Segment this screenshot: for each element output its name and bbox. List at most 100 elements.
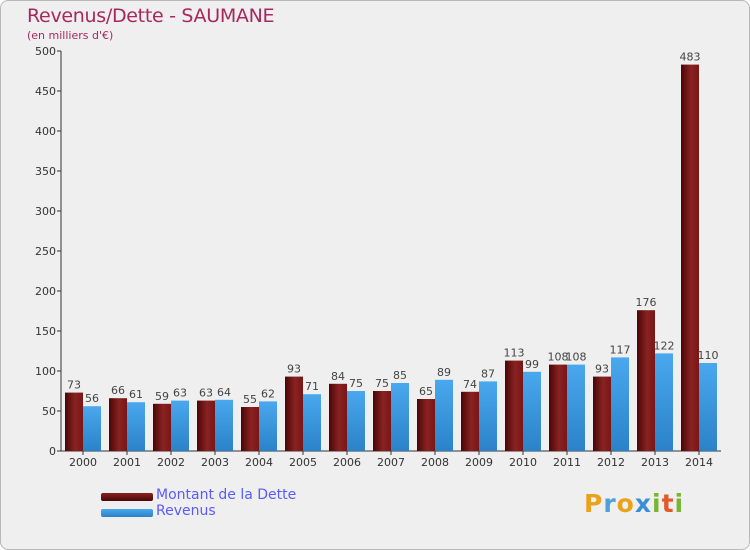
bar-revenus bbox=[303, 394, 321, 451]
data-label-revenus: 71 bbox=[305, 380, 319, 393]
bar-revenus bbox=[699, 363, 717, 451]
x-tick-label: 2010 bbox=[509, 456, 537, 469]
logo-letter: r bbox=[603, 489, 617, 518]
data-label-revenus: 56 bbox=[85, 392, 99, 405]
x-tick-label: 2001 bbox=[113, 456, 141, 469]
data-label-dette: 73 bbox=[67, 379, 81, 392]
bar-revenus bbox=[127, 402, 145, 451]
legend-label-revenus: Revenus bbox=[156, 503, 216, 519]
proxiti-logo: Proxiti bbox=[584, 489, 684, 518]
bar-revenus bbox=[611, 357, 629, 451]
x-tick-label: 2011 bbox=[553, 456, 581, 469]
y-tick-label: 400 bbox=[35, 125, 56, 138]
data-label-revenus: 87 bbox=[481, 367, 495, 380]
x-tick-label: 2009 bbox=[465, 456, 493, 469]
y-tick-label: 50 bbox=[42, 405, 56, 418]
bar-dette bbox=[681, 64, 699, 451]
y-tick-label: 0 bbox=[49, 445, 56, 458]
data-label-dette: 108 bbox=[548, 351, 569, 364]
data-label-revenus: 89 bbox=[437, 366, 451, 379]
bar-revenus bbox=[567, 364, 585, 451]
logo-letter: P bbox=[584, 489, 604, 518]
bar-dette bbox=[109, 398, 127, 451]
logo-letter: i bbox=[674, 489, 685, 518]
y-tick-label: 150 bbox=[35, 325, 56, 338]
chart-title: Revenus/Dette - SAUMANE bbox=[27, 5, 275, 27]
bar-revenus bbox=[215, 399, 233, 451]
data-label-revenus: 64 bbox=[217, 386, 231, 399]
y-tick-label: 250 bbox=[35, 245, 56, 258]
x-tick-label: 2002 bbox=[157, 456, 185, 469]
bar-dette bbox=[461, 391, 479, 451]
bar-revenus bbox=[259, 401, 277, 451]
x-tick-label: 2014 bbox=[685, 456, 713, 469]
bar-dette bbox=[329, 383, 347, 451]
x-tick-label: 2007 bbox=[377, 456, 405, 469]
y-tick-label: 450 bbox=[35, 85, 56, 98]
bar-revenus bbox=[435, 379, 453, 451]
bar-revenus bbox=[83, 406, 101, 451]
data-label-revenus: 85 bbox=[393, 369, 407, 382]
data-label-dette: 63 bbox=[199, 387, 213, 400]
bar-dette bbox=[505, 360, 523, 451]
x-tick-label: 2012 bbox=[597, 456, 625, 469]
legend-swatch-dette bbox=[101, 493, 153, 501]
x-tick-label: 2003 bbox=[201, 456, 229, 469]
x-tick-label: 2013 bbox=[641, 456, 669, 469]
bar-dette bbox=[197, 400, 215, 451]
bar-dette bbox=[373, 391, 391, 451]
bar-revenus bbox=[391, 383, 409, 451]
bar-dette bbox=[153, 403, 171, 451]
logo-letter: i bbox=[652, 489, 662, 518]
data-label-dette: 483 bbox=[680, 51, 701, 64]
bar-dette bbox=[549, 364, 567, 451]
data-label-revenus: 63 bbox=[173, 387, 187, 400]
data-label-dette: 59 bbox=[155, 390, 169, 403]
data-label-revenus: 108 bbox=[566, 351, 587, 364]
bar-dette bbox=[65, 392, 83, 451]
data-label-dette: 93 bbox=[287, 363, 301, 376]
bar-dette bbox=[593, 376, 611, 451]
bar-revenus bbox=[479, 381, 497, 451]
data-label-dette: 113 bbox=[504, 347, 525, 360]
data-label-revenus: 62 bbox=[261, 387, 275, 400]
x-tick-label: 2000 bbox=[69, 456, 97, 469]
data-label-dette: 74 bbox=[463, 378, 477, 391]
legend-label-dette: Montant de la Dette bbox=[156, 487, 297, 503]
data-label-revenus: 117 bbox=[610, 343, 631, 356]
data-label-dette: 84 bbox=[331, 370, 345, 383]
x-tick-label: 2004 bbox=[245, 456, 273, 469]
data-label-revenus: 122 bbox=[654, 339, 675, 352]
data-label-dette: 75 bbox=[375, 377, 389, 390]
bar-dette bbox=[285, 376, 303, 451]
y-tick-label: 500 bbox=[35, 45, 56, 58]
chart-subtitle: (en milliers d'€) bbox=[27, 29, 114, 42]
x-tick-label: 2005 bbox=[289, 456, 317, 469]
data-label-revenus: 99 bbox=[525, 358, 539, 371]
data-label-revenus: 75 bbox=[349, 377, 363, 390]
bar-revenus bbox=[655, 353, 673, 451]
bar-revenus bbox=[171, 400, 189, 451]
y-tick-label: 200 bbox=[35, 285, 56, 298]
bar-dette bbox=[637, 310, 655, 451]
bar-dette bbox=[241, 407, 259, 451]
logo-letter: x bbox=[634, 489, 652, 518]
logo-letter: o bbox=[616, 489, 635, 518]
x-tick-label: 2006 bbox=[333, 456, 361, 469]
data-label-dette: 176 bbox=[636, 296, 657, 309]
legend-swatch-revenus bbox=[101, 509, 153, 517]
data-label-dette: 66 bbox=[111, 384, 125, 397]
data-label-dette: 65 bbox=[419, 385, 433, 398]
bar-revenus bbox=[347, 391, 365, 451]
data-label-dette: 55 bbox=[243, 393, 257, 406]
y-tick-label: 100 bbox=[35, 365, 56, 378]
data-label-revenus: 110 bbox=[698, 349, 719, 362]
bar-revenus bbox=[523, 371, 541, 451]
data-label-dette: 93 bbox=[595, 363, 609, 376]
x-tick-label: 2008 bbox=[421, 456, 449, 469]
bar-dette bbox=[417, 399, 435, 451]
y-tick-label: 350 bbox=[35, 165, 56, 178]
data-label-revenus: 61 bbox=[129, 388, 143, 401]
